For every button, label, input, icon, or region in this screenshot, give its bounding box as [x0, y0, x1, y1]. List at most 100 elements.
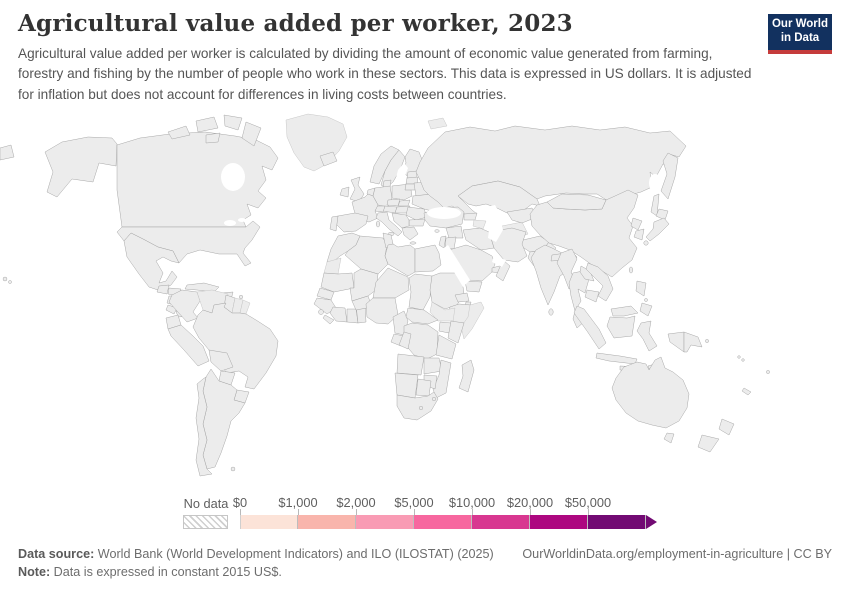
- peninsula-kamchatka[interactable]: [660, 152, 679, 200]
- country-greenland[interactable]: [285, 113, 348, 172]
- country-sri-lanka[interactable]: [548, 308, 554, 316]
- country-cyprus[interactable]: [434, 229, 440, 233]
- country-eswatini[interactable]: [431, 396, 437, 402]
- country-south-africa[interactable]: [396, 391, 439, 421]
- country-central-african-republic[interactable]: [405, 307, 439, 325]
- island-crete[interactable]: [409, 241, 417, 245]
- country-angola[interactable]: [396, 353, 425, 376]
- country-ireland[interactable]: [339, 186, 350, 198]
- country-egypt[interactable]: [414, 244, 442, 273]
- legend-segment-6[interactable]: [588, 515, 646, 529]
- country-ghana[interactable]: [346, 308, 359, 324]
- country-italy[interactable]: [375, 211, 403, 237]
- islands-solomon[interactable]: [741, 358, 745, 362]
- nz-north-island[interactable]: [718, 418, 735, 436]
- country-bulgaria[interactable]: [408, 218, 426, 227]
- country-bolivia[interactable]: [208, 349, 234, 372]
- arctic-island[interactable]: [167, 125, 191, 140]
- country-lesotho[interactable]: [418, 405, 424, 411]
- country-north-korea[interactable]: [630, 217, 643, 231]
- country-mexico[interactable]: [123, 232, 180, 292]
- country-azerbaijan[interactable]: [472, 219, 487, 230]
- country-austria[interactable]: [382, 205, 398, 214]
- country-iraq[interactable]: [462, 227, 495, 251]
- country-vietnam[interactable]: [585, 262, 614, 302]
- country-slovakia[interactable]: [397, 199, 411, 207]
- country-botswana[interactable]: [415, 378, 432, 397]
- country-papua-new-guinea[interactable]: [683, 331, 703, 353]
- arctic-island[interactable]: [223, 114, 243, 131]
- country-eritrea[interactable]: [454, 292, 470, 303]
- island-sardinia[interactable]: [375, 220, 381, 228]
- island-hokkaido[interactable]: [655, 208, 669, 221]
- country-malaysia-borneo[interactable]: [610, 305, 639, 317]
- islands-visayas[interactable]: [644, 298, 648, 302]
- legend-segment-0[interactable]: [240, 515, 298, 529]
- islands-solomon[interactable]: [737, 355, 741, 359]
- country-madagascar[interactable]: [458, 359, 475, 393]
- country-taiwan[interactable]: [628, 266, 634, 274]
- legend-segment-1[interactable]: [298, 515, 356, 529]
- country-chile[interactable]: [195, 376, 213, 477]
- country-cambodia[interactable]: [584, 289, 600, 303]
- islands-hawaii[interactable]: [8, 280, 12, 284]
- country-kenya[interactable]: [447, 320, 465, 344]
- country-alaska[interactable]: [44, 136, 118, 198]
- country-spain[interactable]: [335, 212, 369, 233]
- legend-no-data-swatch[interactable]: [183, 515, 228, 529]
- owid-logo[interactable]: Our World in Data: [768, 14, 832, 54]
- country-morocco[interactable]: [326, 232, 361, 263]
- arctic-island-baffin[interactable]: [241, 121, 262, 147]
- country-namibia[interactable]: [394, 372, 419, 399]
- country-south-sudan[interactable]: [429, 301, 456, 322]
- country-georgia[interactable]: [463, 212, 478, 221]
- island-luzon[interactable]: [635, 280, 647, 297]
- country-south-korea[interactable]: [633, 228, 645, 241]
- arctic-island[interactable]: [205, 132, 221, 144]
- legend-segment-2[interactable]: [356, 515, 414, 529]
- country-sierra-leone[interactable]: [318, 309, 324, 315]
- region-balkans[interactable]: [391, 212, 410, 229]
- country-czechia[interactable]: [386, 198, 401, 207]
- country-peru[interactable]: [167, 324, 210, 367]
- country-uzbekistan[interactable]: [506, 207, 538, 224]
- island-sulawesi[interactable]: [636, 320, 658, 352]
- island-west-papua[interactable]: [667, 331, 685, 353]
- canonical-link[interactable]: OurWorldinData.org/employment-in-agricul…: [522, 547, 832, 561]
- country-greece[interactable]: [401, 226, 419, 241]
- country-nigeria[interactable]: [365, 297, 399, 325]
- island-honshu[interactable]: [645, 217, 670, 242]
- legend-segment-3[interactable]: [414, 515, 472, 529]
- country-iceland[interactable]: [319, 151, 338, 167]
- country-yemen[interactable]: [464, 280, 483, 293]
- arctic-island[interactable]: [195, 116, 219, 133]
- island-borneo[interactable]: [606, 315, 636, 339]
- region-western-sahara[interactable]: [323, 257, 342, 275]
- country-somalia[interactable]: [460, 301, 485, 340]
- country-puerto-rico[interactable]: [238, 294, 244, 300]
- islands-hawaii[interactable]: [2, 276, 8, 282]
- country-brazil[interactable]: [192, 302, 279, 390]
- island-kyushu[interactable]: [643, 240, 649, 246]
- country-liberia[interactable]: [322, 314, 335, 325]
- island-sumatra[interactable]: [573, 305, 607, 350]
- island-new-caledonia[interactable]: [741, 387, 752, 396]
- legend-segment-4[interactable]: [472, 515, 530, 529]
- island-new-britain[interactable]: [705, 339, 709, 343]
- country-argentina[interactable]: [202, 368, 246, 470]
- country-uk[interactable]: [349, 176, 365, 203]
- legend-segment-5[interactable]: [530, 515, 588, 529]
- country-israel[interactable]: [438, 235, 447, 249]
- country-ivory-coast[interactable]: [329, 306, 348, 323]
- nz-south-island[interactable]: [697, 434, 720, 453]
- country-syria[interactable]: [445, 225, 464, 239]
- islands-falkland[interactable]: [230, 466, 236, 472]
- islands-svalbard[interactable]: [427, 117, 448, 130]
- country-oman[interactable]: [495, 259, 511, 282]
- country-australia[interactable]: [611, 356, 690, 429]
- country-guatemala[interactable]: [156, 284, 170, 295]
- country-estonia[interactable]: [406, 170, 418, 179]
- country-congo[interactable]: [398, 331, 412, 350]
- country-colombia[interactable]: [168, 289, 201, 323]
- country-chad[interactable]: [408, 273, 433, 311]
